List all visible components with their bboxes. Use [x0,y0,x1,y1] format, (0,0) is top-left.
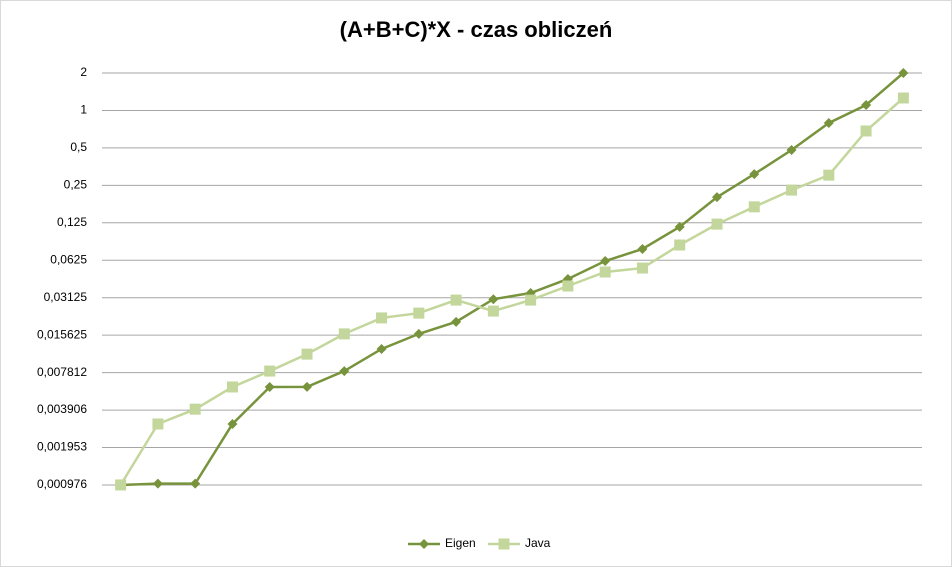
data-point [674,221,685,232]
data-point [413,328,424,339]
y-tick-label: 0,007812 [37,365,87,379]
data-point [749,169,760,180]
data-point [525,294,537,306]
y-tick-label: 0,015625 [37,327,87,341]
data-point [711,218,723,230]
y-tick-label: 0,000976 [37,477,87,491]
data-point [451,316,462,327]
data-point [264,365,276,377]
data-point [823,117,834,128]
data-point [748,201,760,213]
data-point [786,184,798,196]
data-point [338,328,350,340]
data-point [599,266,611,278]
data-point [860,125,872,137]
data-point [339,366,350,377]
data-point [264,381,275,392]
data-point [674,239,686,251]
data-point [413,307,425,319]
data-point [861,100,872,111]
y-tick-label: 0,001953 [37,440,87,454]
data-point [376,312,388,324]
data-point [823,169,835,181]
legend-marker [498,538,510,550]
y-tick-label: 0,25 [64,178,88,192]
data-point [600,256,611,267]
data-point [152,478,163,489]
data-point [786,144,797,155]
data-point [712,192,722,203]
chart-title: (A+B+C)*X - czas obliczeń [340,17,613,42]
data-point [226,381,238,393]
data-point [636,262,648,274]
y-tick-label: 0,125 [57,215,87,229]
data-point [898,68,909,78]
y-tick-label: 2 [80,65,87,79]
data-point [189,403,201,415]
y-tick-label: 0,0625 [50,252,87,266]
data-point [376,343,387,354]
data-point [302,381,312,392]
data-point [488,294,499,305]
y-tick-label: 0,003906 [37,402,87,416]
legend-label: Eigen [445,536,476,550]
data-point [301,348,313,360]
data-point [897,92,909,104]
data-point [190,478,201,489]
data-point [487,305,499,317]
y-tick-label: 0,5 [70,140,87,154]
data-point [152,418,164,430]
data-point [115,479,127,491]
series-line [119,97,905,486]
legend-label: Java [525,536,551,550]
data-point [637,243,648,254]
legend-marker [419,539,429,549]
series-line [120,72,905,487]
y-tick-label: 0,03125 [44,290,88,304]
y-tick-label: 1 [80,103,87,117]
data-point [562,280,574,292]
data-point [450,294,462,306]
data-point [227,418,238,429]
